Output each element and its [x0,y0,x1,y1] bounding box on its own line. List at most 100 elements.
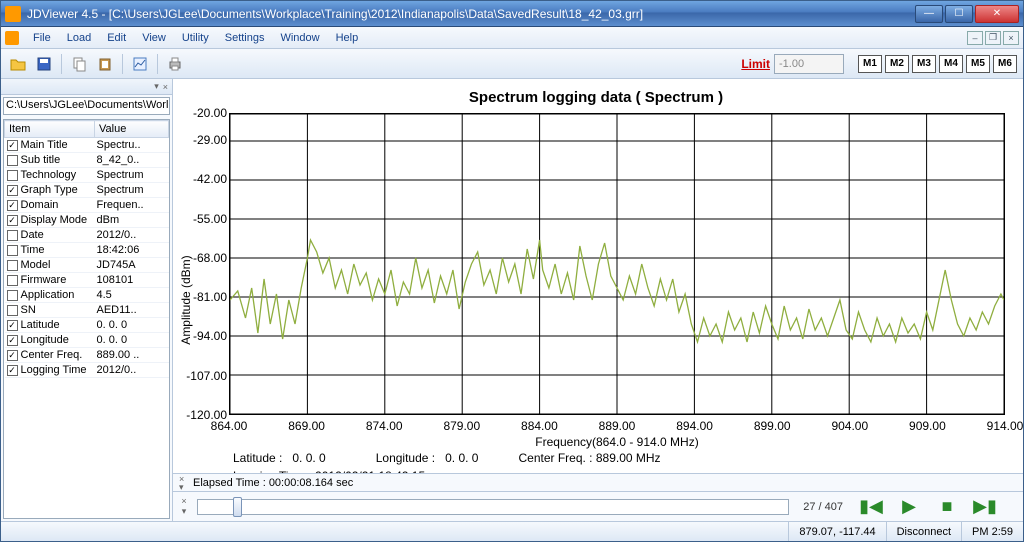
menu-help[interactable]: Help [328,30,367,46]
table-row[interactable]: Time18:42:06 [5,243,169,258]
row-checkbox[interactable] [7,245,18,256]
x-tick: 914.00 [987,419,1024,433]
path-input[interactable]: C:\Users\JGLee\Documents\Worl [3,97,170,115]
table-row[interactable]: ✓Latitude0. 0. 0 [5,318,169,333]
row-checkbox[interactable] [7,260,18,271]
next-button[interactable]: ▶▮ [971,496,999,518]
row-checkbox[interactable] [7,170,18,181]
copy-button[interactable] [68,53,90,75]
menu-window[interactable]: Window [272,30,327,46]
mdi-restore-button[interactable]: ❐ [985,31,1001,45]
marker-m5[interactable]: M5 [966,55,990,73]
row-checkbox[interactable] [7,275,18,286]
table-row[interactable]: Sub title8_42_0.. [5,153,169,168]
panel2-collapse-icon[interactable]: ▾ [182,506,187,517]
playback-slider[interactable] [197,499,789,515]
print-button[interactable] [164,53,186,75]
menu-edit[interactable]: Edit [99,30,134,46]
marker-m1[interactable]: M1 [858,55,882,73]
sidebar-close-icon[interactable]: × [161,82,170,92]
maximize-button[interactable]: ☐ [945,5,973,23]
x-tick: 904.00 [831,419,868,433]
limit-label[interactable]: Limit [741,57,770,71]
panel-collapse-icon[interactable]: ▾ [179,483,193,491]
table-row[interactable]: ✓Main TitleSpectru.. [5,138,169,153]
limit-input[interactable] [774,54,844,74]
marker-m2[interactable]: M2 [885,55,909,73]
table-row[interactable]: Application4.5 [5,288,169,303]
x-tick: 884.00 [521,419,558,433]
menubar: File Load Edit View Utility Settings Win… [1,27,1023,49]
table-row[interactable]: TechnologySpectrum [5,168,169,183]
sidebar-pin-icon[interactable]: ▾ [152,81,161,92]
row-checkbox[interactable] [7,230,18,241]
table-row[interactable]: Firmware108101 [5,273,169,288]
mdi-close-button[interactable]: × [1003,31,1019,45]
row-checkbox[interactable]: ✓ [7,140,18,151]
row-checkbox[interactable]: ✓ [7,200,18,211]
slider-thumb[interactable] [233,497,242,517]
open-button[interactable] [7,53,29,75]
stop-button[interactable]: ■ [933,496,961,518]
row-checkbox[interactable]: ✓ [7,185,18,196]
paste-button[interactable] [94,53,116,75]
table-row[interactable]: ✓Center Freq.889.00 .. [5,348,169,363]
table-row[interactable]: SNAED11.. [5,303,169,318]
table-row[interactable]: ✓Display ModedBm [5,213,169,228]
mdi-minimize-button[interactable]: – [967,31,983,45]
menu-utility[interactable]: Utility [174,30,217,46]
y-tick: -29.00 [193,133,227,147]
minimize-button[interactable]: — [915,5,943,23]
col-item[interactable]: Item [5,121,95,138]
x-tick: 869.00 [288,419,325,433]
row-checkbox[interactable]: ✓ [7,320,18,331]
x-tick: 879.00 [443,419,480,433]
row-checkbox[interactable]: ✓ [7,335,18,346]
playback-bar: ×▾ 27 / 407 ▮◀ ▶ ■ ▶▮ [173,491,1023,521]
table-row[interactable]: Date2012/0.. [5,228,169,243]
table-row[interactable]: ✓Graph TypeSpectrum [5,183,169,198]
titlebar: JDViewer 4.5 - [C:\Users\JGLee\Documents… [1,1,1023,27]
meta-line1: Latitude : 0. 0. 0 Longitude : 0. 0. 0 C… [233,449,1005,467]
row-checkbox[interactable]: ✓ [7,215,18,226]
table-row[interactable]: ✓DomainFrequen.. [5,198,169,213]
menu-file[interactable]: File [25,30,59,46]
chart-area: Spectrum logging data ( Spectrum ) Ampli… [173,79,1023,521]
x-axis-label: Frequency(864.0 - 914.0 MHz) [229,435,1005,449]
marker-m6[interactable]: M6 [993,55,1017,73]
row-checkbox[interactable] [7,305,18,316]
y-tick: -107.00 [186,369,227,383]
panel2-close-icon[interactable]: × [181,496,186,506]
menu-view[interactable]: View [134,30,174,46]
chart-button[interactable] [129,53,151,75]
row-checkbox[interactable] [7,155,18,166]
table-row[interactable]: ModelJD745A [5,258,169,273]
marker-m3[interactable]: M3 [912,55,936,73]
row-checkbox[interactable]: ✓ [7,365,18,376]
close-button[interactable]: ✕ [975,5,1019,23]
play-button[interactable]: ▶ [895,496,923,518]
row-checkbox[interactable]: ✓ [7,350,18,361]
y-tick: -55.00 [193,212,227,226]
app-window: JDViewer 4.5 - [C:\Users\JGLee\Documents… [0,0,1024,542]
marker-m4[interactable]: M4 [939,55,963,73]
prev-button[interactable]: ▮◀ [857,496,885,518]
x-tick: 894.00 [676,419,713,433]
window-title: JDViewer 4.5 - [C:\Users\JGLee\Documents… [27,7,915,21]
x-tick: 899.00 [754,419,791,433]
menu-load[interactable]: Load [59,30,99,46]
x-tick: 889.00 [599,419,636,433]
table-row[interactable]: ✓Logging Time2012/0.. [5,363,169,378]
sidebar: ▾× C:\Users\JGLee\Documents\Worl Item Va… [1,79,173,521]
table-row[interactable]: ✓Longitude0. 0. 0 [5,333,169,348]
elapsed-label: Elapsed Time : 00:00:08.164 sec [193,477,353,489]
save-button[interactable] [33,53,55,75]
y-tick: -20.00 [193,106,227,120]
x-tick: 874.00 [366,419,403,433]
row-checkbox[interactable] [7,290,18,301]
x-tick: 909.00 [909,419,946,433]
plot[interactable] [229,113,1005,415]
menu-settings[interactable]: Settings [217,30,273,46]
col-value[interactable]: Value [95,121,169,138]
elapsed-bar: ×▾ Elapsed Time : 00:00:08.164 sec [173,473,1023,491]
